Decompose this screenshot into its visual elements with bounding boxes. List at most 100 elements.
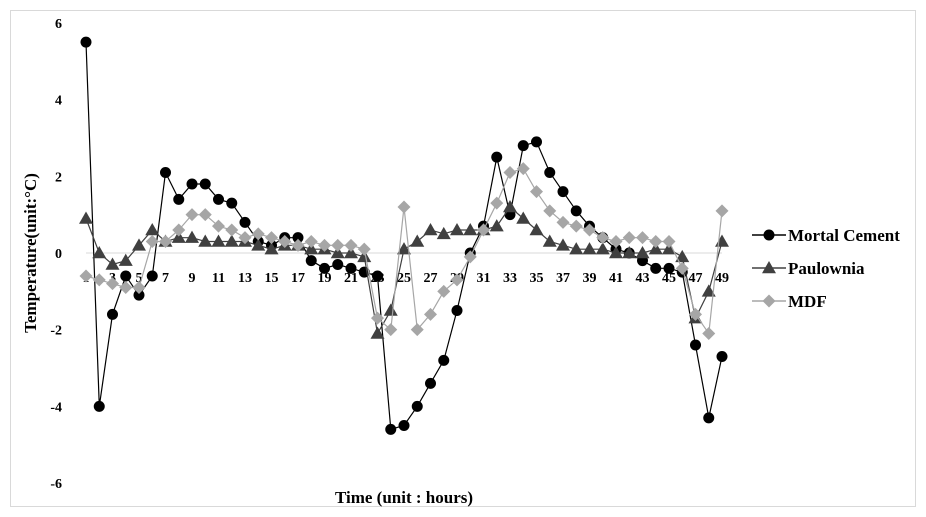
data-point-circle [160, 167, 171, 178]
data-point-diamond [410, 323, 424, 337]
data-point-circle [411, 400, 423, 412]
x-tick-label: 5 [136, 271, 143, 286]
data-point-diamond [662, 235, 676, 248]
x-tick-label: 49 [715, 271, 729, 286]
data-point-diamond [622, 231, 636, 245]
data-point-triangle [132, 238, 146, 251]
data-point-circle [398, 420, 410, 431]
data-point-triangle [92, 246, 107, 259]
data-point-circle [385, 423, 397, 435]
y-tick-label: -4 [50, 400, 62, 415]
series-mdf [79, 162, 729, 340]
legend-marker [762, 294, 776, 308]
legend-label: Mortal Cement [788, 226, 900, 245]
data-point-triangle [264, 242, 279, 255]
data-point-diamond [225, 223, 239, 237]
chart-border [10, 10, 916, 507]
data-point-circle [557, 186, 569, 198]
data-point-circle [80, 36, 92, 48]
data-point-triangle [79, 211, 93, 224]
legend: Mortal Cement Paulownia MDF [752, 226, 900, 311]
data-point-triangle [410, 234, 425, 247]
data-point-circle [703, 412, 715, 424]
data-point-triangle [662, 242, 676, 255]
data-point-circle [345, 262, 357, 274]
data-point-circle [544, 167, 556, 178]
y-tick-label: 6 [55, 17, 62, 32]
x-tick-label: 13 [238, 271, 252, 286]
data-point-circle [531, 136, 542, 148]
data-point-diamond [79, 269, 93, 283]
data-point-diamond [583, 223, 596, 237]
x-tick-label: 27 [424, 271, 438, 286]
data-point-triangle [463, 223, 478, 236]
data-point-diamond [530, 185, 543, 199]
data-point-triangle [635, 246, 650, 259]
data-point-diamond [397, 200, 411, 214]
data-point-triangle [171, 230, 186, 243]
data-point-diamond [357, 242, 371, 256]
data-point-circle [570, 205, 582, 217]
data-point-diamond [106, 277, 119, 291]
data-point-triangle [609, 246, 623, 259]
data-point-triangle [648, 242, 663, 255]
x-axis-title: Time (unit : hours) [335, 488, 473, 507]
data-point-diamond [119, 281, 133, 294]
data-point-triangle [595, 242, 610, 255]
x-tick-label: 21 [344, 271, 358, 286]
data-point-diamond [318, 238, 331, 252]
x-tick-label: 15 [265, 271, 279, 286]
x-tick-label: 43 [636, 271, 650, 286]
x-tick-label: 31 [477, 271, 491, 286]
data-point-circle [239, 216, 251, 228]
data-point-triangle [211, 234, 226, 247]
data-point-circle [292, 232, 304, 244]
x-tick-label: 39 [583, 271, 597, 286]
data-point-diamond [132, 281, 146, 294]
x-axis-ticks: 1357911131517192123252729313335373941434… [83, 271, 730, 286]
data-point-circle [438, 354, 450, 366]
x-tick-label: 35 [530, 271, 544, 286]
data-point-diamond [569, 219, 583, 233]
data-point-triangle [118, 253, 133, 266]
x-tick-label: 47 [689, 271, 703, 286]
data-point-circle [213, 193, 224, 205]
legend-item: Paulownia [752, 259, 865, 278]
data-point-diamond [384, 323, 398, 337]
x-tick-label: 45 [662, 271, 676, 286]
data-point-diamond [450, 273, 464, 287]
data-point-circle [186, 178, 198, 190]
data-point-triangle [304, 242, 319, 255]
data-point-circle [173, 193, 185, 205]
x-tick-label: 41 [609, 271, 623, 286]
data-point-diamond [596, 231, 610, 245]
data-point-circle [716, 351, 728, 362]
x-tick-label: 9 [189, 271, 196, 286]
x-tick-label: 19 [318, 271, 332, 286]
x-tick-label: 7 [162, 271, 169, 286]
data-point-diamond [304, 235, 318, 248]
data-point-triangle [529, 223, 544, 236]
data-point-triangle [436, 226, 451, 240]
data-point-diamond [437, 284, 451, 298]
data-point-triangle [569, 242, 584, 255]
data-point-circle [690, 339, 701, 351]
data-point-diamond [556, 215, 570, 229]
data-point-triangle [582, 242, 597, 255]
data-point-triangle [357, 249, 372, 263]
data-point-diamond [490, 196, 504, 210]
x-tick-label: 25 [397, 271, 411, 286]
data-point-diamond [265, 231, 278, 245]
legend-item: Mortal Cement [752, 226, 900, 245]
data-point-diamond [543, 204, 557, 218]
data-point-triangle [344, 246, 358, 259]
data-point-diamond [689, 307, 702, 321]
data-point-diamond [145, 235, 159, 248]
data-point-circle [226, 197, 238, 209]
data-point-diamond [636, 231, 649, 245]
data-point-triangle [397, 242, 411, 255]
legend-marker [763, 229, 775, 241]
data-point-circle [107, 308, 118, 320]
data-point-diamond [172, 223, 186, 237]
